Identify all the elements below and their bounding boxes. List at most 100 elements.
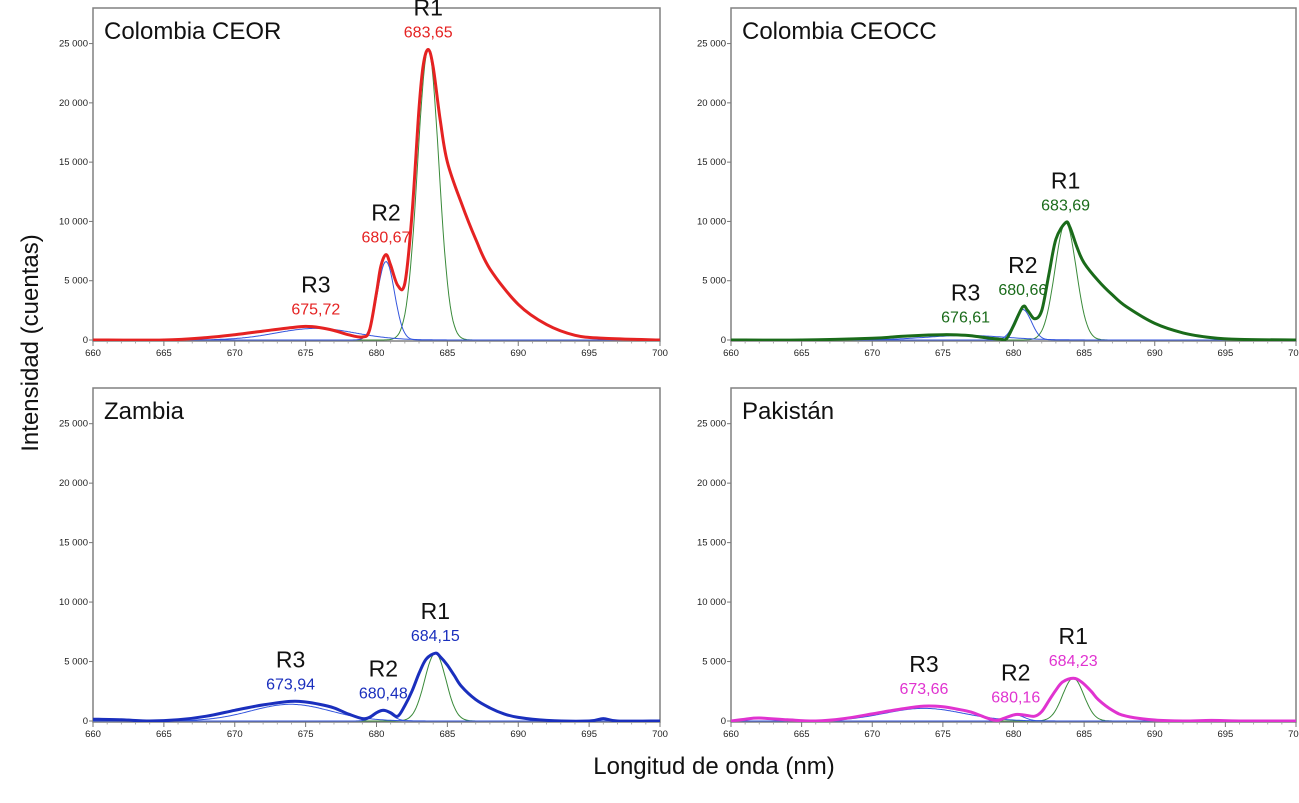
- x-tick-label: 665: [794, 729, 810, 740]
- chart-panel-1: 0 5 000 10 000 15 000 20 000 25 000 660 665 670 6…: [59, 0, 668, 359]
- peak-value-r1: 684,23: [1049, 653, 1098, 670]
- spectrum-line: [93, 48, 660, 341]
- peak-value-r1: 683,65: [404, 25, 453, 42]
- peak-value-r1: 684,15: [411, 628, 460, 645]
- x-tick-label: 665: [794, 348, 810, 359]
- x-tick-label: 665: [156, 729, 172, 740]
- x-tick-label: 700: [652, 729, 668, 740]
- panel-title: Pakistán: [742, 398, 834, 425]
- y-tick-label: 0: [83, 716, 88, 727]
- x-tick-label: 680: [369, 348, 385, 359]
- peak-label-r2: R2: [369, 655, 398, 681]
- y-tick-label: 0: [721, 335, 726, 346]
- panel-title: Colombia CEOR: [104, 18, 281, 45]
- peak-label-r2: R2: [1001, 659, 1030, 685]
- spectrum-line: [731, 220, 1296, 341]
- y-tick-label: 20 000: [59, 478, 88, 489]
- x-tick-label: 680: [1006, 348, 1022, 359]
- y-tick-label: 5 000: [702, 657, 726, 668]
- x-tick-label: 680: [369, 729, 385, 740]
- x-tick-label: 700: [1288, 348, 1299, 359]
- x-tick-label: 695: [581, 348, 597, 359]
- peak-value-r2: 680,16: [991, 689, 1040, 706]
- x-tick-label: 670: [227, 729, 243, 740]
- peak-label-r3: R3: [951, 280, 980, 306]
- peak-label-r1: R1: [421, 598, 450, 624]
- x-tick-label: 690: [1147, 729, 1163, 740]
- x-tick-label: 690: [510, 348, 526, 359]
- peak-value-r2: 680,66: [998, 282, 1047, 299]
- x-tick-label: 660: [85, 729, 101, 740]
- y-tick-label: 15 000: [59, 538, 88, 549]
- x-tick-label: 680: [1006, 729, 1022, 740]
- y-tick-label: 25 000: [697, 419, 726, 430]
- peak-label-r3: R3: [909, 651, 938, 677]
- peak-label-r3: R3: [301, 271, 330, 297]
- x-tick-label: 675: [935, 729, 951, 740]
- y-tick-label: 0: [721, 716, 726, 727]
- peak-value-r2: 680,67: [362, 230, 411, 247]
- panel-title: Zambia: [104, 398, 185, 425]
- x-tick-label: 665: [156, 348, 172, 359]
- y-tick-label: 10 000: [697, 216, 726, 227]
- x-tick-label: 685: [439, 729, 455, 740]
- peak-value-r1: 683,69: [1041, 198, 1090, 215]
- y-tick-label: 5 000: [64, 657, 88, 668]
- panel-title: Colombia CEOCC: [742, 18, 937, 45]
- peak-value-r3: 673,94: [266, 676, 315, 693]
- y-tick-label: 25 000: [697, 39, 726, 50]
- x-tick-label: 700: [1288, 729, 1299, 740]
- y-tick-label: 5 000: [64, 276, 88, 287]
- chart-panel-4: 0 5 000 10 000 15 000 20 000 25 000 660 665 670 6…: [697, 387, 1299, 740]
- x-tick-label: 690: [510, 729, 526, 740]
- peak-value-r3: 675,72: [291, 301, 340, 318]
- peak-value-r3: 673,66: [899, 681, 948, 698]
- peak-label-r2: R2: [1008, 252, 1037, 278]
- y-tick-label: 15 000: [59, 157, 88, 168]
- peak-value-r3: 676,61: [941, 310, 990, 327]
- y-tick-label: 10 000: [697, 597, 726, 608]
- y-tick-label: 15 000: [697, 157, 726, 168]
- y-tick-label: 5 000: [702, 276, 726, 287]
- peak-value-r2: 680,48: [359, 685, 408, 702]
- y-tick-label: 20 000: [697, 478, 726, 489]
- x-tick-label: 670: [227, 348, 243, 359]
- peak-label-r1: R1: [414, 0, 443, 21]
- x-tick-label: 695: [1217, 729, 1233, 740]
- peak-label-r1: R1: [1059, 623, 1088, 649]
- y-tick-label: 10 000: [59, 216, 88, 227]
- x-tick-label: 685: [1076, 729, 1092, 740]
- x-tick-label: 690: [1147, 348, 1163, 359]
- y-tick-label: 25 000: [59, 419, 88, 430]
- x-tick-label: 660: [723, 348, 739, 359]
- x-tick-label: 685: [1076, 348, 1092, 359]
- y-axis-label: Intensidad (cuentas): [17, 234, 44, 451]
- x-tick-label: 695: [581, 729, 597, 740]
- y-tick-label: 15 000: [697, 538, 726, 549]
- chart-panel-3: 0 5 000 10 000 15 000 20 000 25 000 660 665 670 6…: [59, 387, 668, 740]
- x-tick-label: 675: [298, 348, 314, 359]
- x-axis-label: Longitud de onda (nm): [593, 753, 835, 780]
- chart-panel-2: 0 5 000 10 000 15 000 20 000 25 000 660 665 670 6…: [697, 7, 1299, 359]
- spectrum-line: [731, 676, 1296, 722]
- y-tick-label: 20 000: [59, 98, 88, 109]
- x-tick-label: 675: [298, 729, 314, 740]
- x-tick-label: 670: [864, 729, 880, 740]
- peak-label-r3: R3: [276, 646, 305, 672]
- spectrum-line: [93, 651, 660, 722]
- x-tick-label: 685: [439, 348, 455, 359]
- x-tick-label: 660: [723, 729, 739, 740]
- y-tick-label: 20 000: [697, 98, 726, 109]
- y-tick-label: 10 000: [59, 597, 88, 608]
- y-tick-label: 0: [83, 335, 88, 346]
- peak-label-r1: R1: [1051, 168, 1080, 194]
- x-tick-label: 670: [864, 348, 880, 359]
- x-tick-label: 695: [1217, 348, 1233, 359]
- x-tick-label: 660: [85, 348, 101, 359]
- x-tick-label: 700: [652, 348, 668, 359]
- y-tick-label: 25 000: [59, 39, 88, 50]
- x-tick-label: 675: [935, 348, 951, 359]
- peak-label-r2: R2: [371, 200, 400, 226]
